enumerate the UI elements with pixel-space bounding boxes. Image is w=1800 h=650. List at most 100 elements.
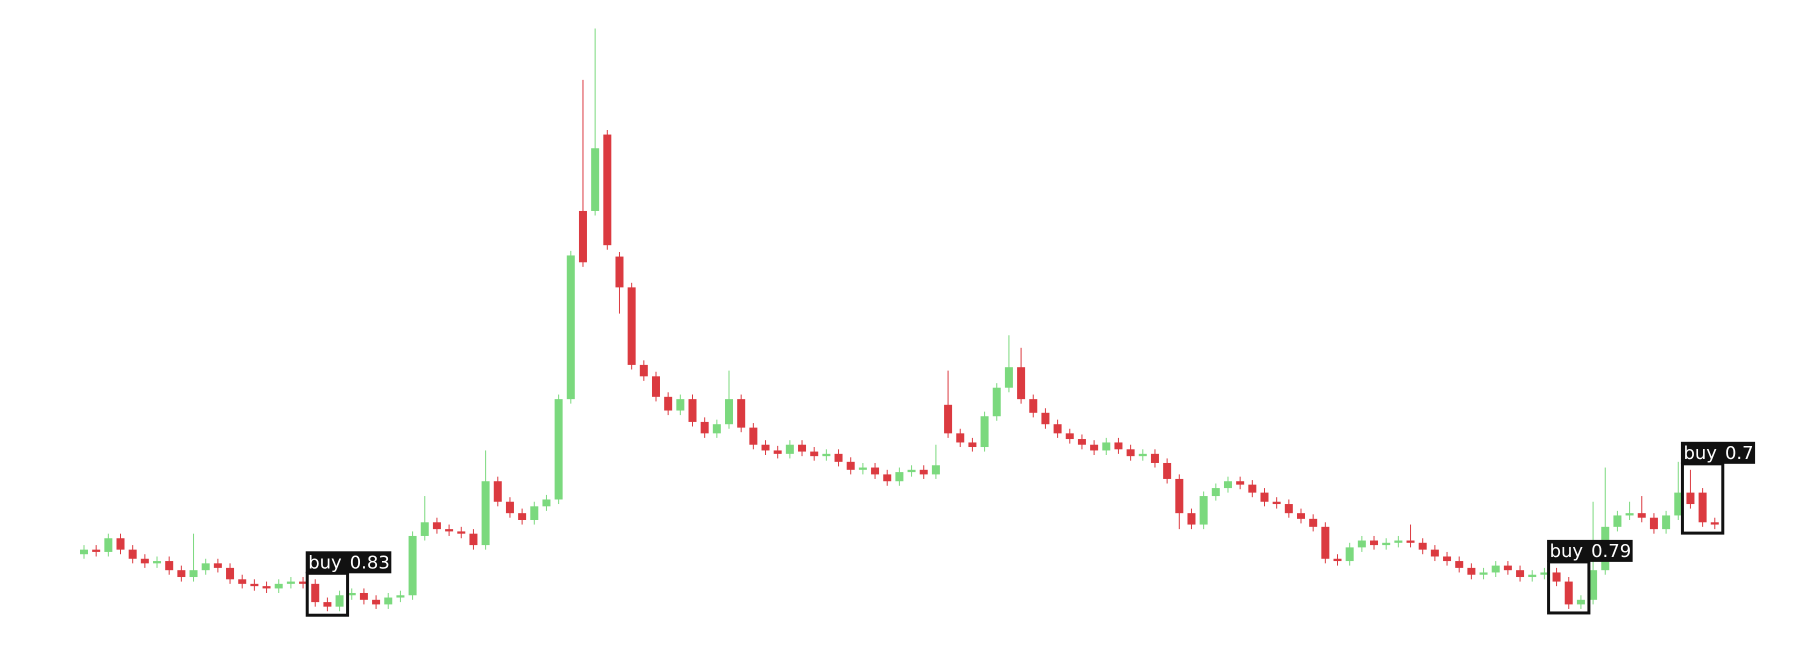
candle-body [469, 533, 478, 546]
candle-body [980, 416, 989, 448]
candle-body [1564, 581, 1573, 605]
label-class: buy [308, 552, 342, 573]
candle-body [359, 592, 368, 600]
candle-body [396, 595, 405, 598]
candle-body [1467, 567, 1476, 575]
candle-body [591, 148, 600, 211]
candle-body [1029, 399, 1038, 413]
candle-body [250, 583, 259, 587]
candle-body [1114, 442, 1123, 450]
candle-body [92, 549, 101, 552]
label-background [1680, 441, 1756, 464]
candle-body [1284, 504, 1293, 514]
detection-label: buy 0.79 [1550, 541, 1632, 562]
candle-body [80, 549, 88, 555]
candle-body [968, 442, 977, 448]
candle-body [505, 501, 514, 514]
candle-body [493, 481, 502, 502]
candle-body [1394, 540, 1403, 543]
label-score: 0.83 [350, 552, 390, 573]
candle-body [177, 570, 186, 578]
candle-body [542, 499, 551, 507]
candle-body [700, 421, 709, 434]
candle-body [956, 433, 965, 443]
candle-body [140, 558, 149, 564]
candle-body [1090, 444, 1099, 451]
candle-body [871, 467, 880, 475]
candle-body [213, 563, 222, 568]
candle-body [737, 399, 746, 428]
candle-body [1698, 492, 1707, 523]
candle-body [104, 538, 113, 552]
candle-body [1175, 478, 1184, 514]
candle-body [518, 513, 527, 520]
detection-label: buy 0.7 [1683, 443, 1753, 464]
candle-body [384, 597, 393, 605]
candle-body [530, 506, 539, 520]
candle-body [785, 444, 794, 454]
candle-body [1260, 492, 1269, 502]
candle-body [153, 561, 162, 564]
candle-body [676, 399, 685, 411]
candle-body [1370, 540, 1379, 546]
candle-body [238, 579, 247, 584]
candle-body [712, 424, 721, 434]
candle-body [1272, 501, 1281, 505]
candle-body [323, 602, 332, 607]
candle-body [1248, 484, 1257, 493]
candle-body [1649, 517, 1658, 530]
candle-body [1382, 542, 1391, 546]
candle-body [1418, 542, 1427, 550]
candle-body [1163, 462, 1172, 479]
candle-body [858, 467, 867, 470]
candle-body [1613, 515, 1622, 527]
candle-body [639, 364, 648, 377]
candle-body [992, 387, 1001, 417]
candle-body [1491, 565, 1500, 573]
detection-label: buy 0.83 [308, 552, 390, 573]
label-score: 0.79 [1591, 541, 1631, 562]
candle-body [615, 256, 624, 288]
candle-body [347, 592, 356, 596]
candle-body [1004, 367, 1013, 388]
candle-body [1430, 549, 1439, 557]
candle-body [798, 444, 807, 452]
candle-body [1406, 540, 1415, 543]
candle-body [834, 453, 843, 462]
candle-body [749, 427, 758, 445]
candle-body [1065, 433, 1074, 440]
candle-body [846, 461, 855, 470]
candle-body [1333, 558, 1342, 562]
candle-body [116, 538, 125, 550]
candle-body [1041, 412, 1050, 425]
candle-body [1686, 492, 1695, 505]
candle-body [1540, 572, 1549, 575]
candle-body [189, 570, 198, 578]
candle-body [311, 583, 320, 603]
candle-body [1662, 515, 1671, 530]
candle-body [651, 376, 660, 397]
candle-body [128, 549, 137, 559]
label-background [305, 551, 392, 574]
candle-body [1309, 518, 1318, 527]
candle-body [286, 581, 295, 584]
candle-body [262, 586, 271, 589]
candle-body [688, 399, 697, 422]
label-class: buy [1683, 443, 1717, 464]
candle-body [457, 531, 466, 534]
candle-body [895, 472, 904, 482]
candle-body [445, 529, 454, 532]
candle-body [1443, 556, 1452, 562]
candle-body [664, 396, 673, 411]
candle-body [554, 399, 563, 500]
candle-body [919, 469, 928, 475]
candle-body [1187, 513, 1196, 525]
candle-body [1150, 453, 1159, 463]
label-class: buy [1550, 541, 1584, 562]
candle-body [1126, 449, 1135, 457]
candle-body [1503, 565, 1512, 571]
candle-body [226, 567, 235, 580]
candle-body [1516, 570, 1525, 578]
candle-body [165, 561, 174, 571]
